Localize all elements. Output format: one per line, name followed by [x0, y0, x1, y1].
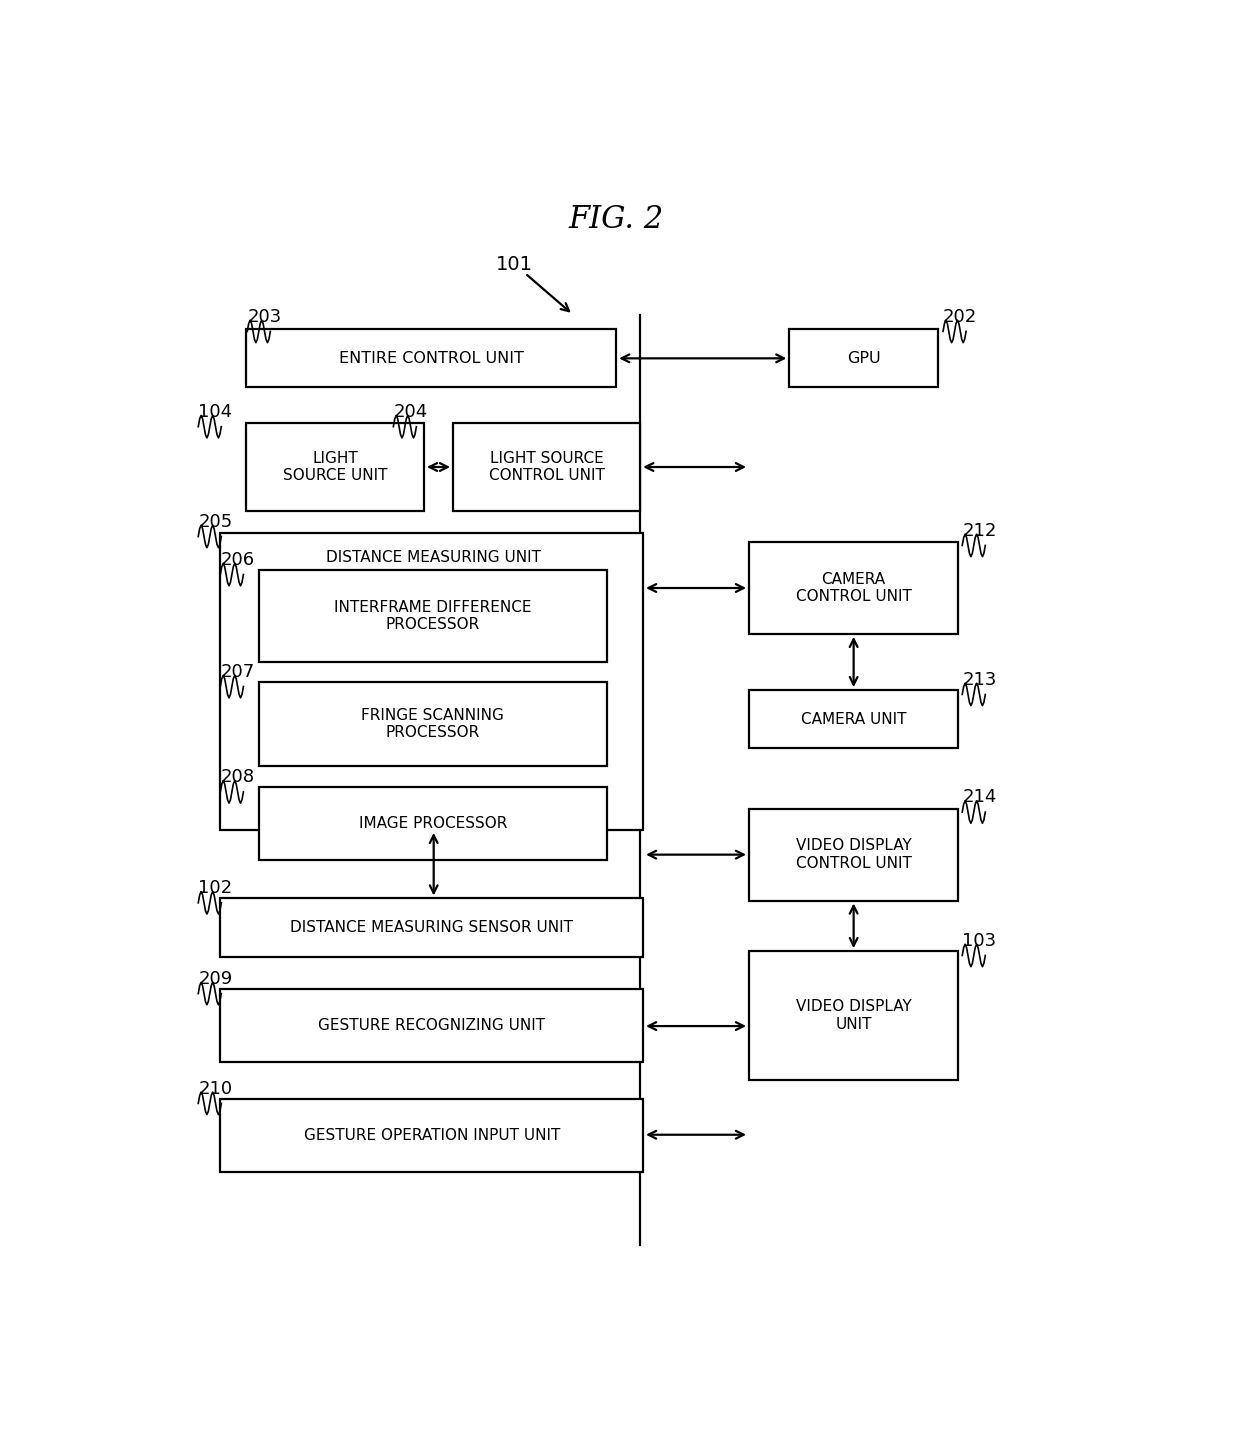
Text: 104: 104 — [198, 403, 232, 420]
Text: 103: 103 — [962, 931, 997, 950]
Text: 213: 213 — [962, 671, 997, 688]
Bar — [221, 898, 644, 956]
Bar — [749, 690, 959, 748]
Bar — [221, 533, 644, 829]
Text: VIDEO DISPLAY
CONTROL UNIT: VIDEO DISPLAY CONTROL UNIT — [796, 838, 911, 872]
Bar — [749, 809, 959, 901]
Text: 208: 208 — [221, 768, 254, 786]
Bar — [247, 329, 616, 387]
Text: GPU: GPU — [847, 351, 880, 365]
Text: 210: 210 — [198, 1080, 232, 1097]
Bar — [221, 1099, 644, 1171]
Text: GESTURE OPERATION INPUT UNIT: GESTURE OPERATION INPUT UNIT — [304, 1128, 560, 1142]
Bar — [221, 989, 644, 1062]
Text: 203: 203 — [247, 308, 281, 326]
Text: VIDEO DISPLAY
UNIT: VIDEO DISPLAY UNIT — [796, 1000, 911, 1032]
Text: 209: 209 — [198, 970, 232, 988]
Bar — [453, 423, 640, 511]
Bar — [789, 329, 939, 387]
Text: FRINGE SCANNING
PROCESSOR: FRINGE SCANNING PROCESSOR — [361, 709, 505, 741]
Text: 214: 214 — [962, 789, 997, 806]
Text: 101: 101 — [496, 255, 533, 274]
Bar — [259, 570, 606, 662]
Text: IMAGE PROCESSOR: IMAGE PROCESSOR — [358, 816, 507, 831]
Text: CAMERA UNIT: CAMERA UNIT — [801, 711, 906, 726]
Text: GESTURE RECOGNIZING UNIT: GESTURE RECOGNIZING UNIT — [319, 1018, 546, 1033]
Text: LIGHT SOURCE
CONTROL UNIT: LIGHT SOURCE CONTROL UNIT — [489, 451, 605, 483]
Text: 207: 207 — [221, 663, 254, 681]
Text: 204: 204 — [393, 403, 428, 420]
Bar — [749, 952, 959, 1080]
Text: 212: 212 — [962, 522, 997, 540]
Text: ENTIRE CONTROL UNIT: ENTIRE CONTROL UNIT — [339, 351, 523, 365]
Text: DISTANCE MEASURING UNIT: DISTANCE MEASURING UNIT — [326, 550, 541, 565]
Text: DISTANCE MEASURING SENSOR UNIT: DISTANCE MEASURING SENSOR UNIT — [290, 920, 573, 936]
Text: 202: 202 — [942, 308, 977, 326]
Bar — [259, 787, 606, 860]
Text: FIG. 2: FIG. 2 — [569, 204, 663, 234]
Text: INTERFRAME DIFFERENCE
PROCESSOR: INTERFRAME DIFFERENCE PROCESSOR — [334, 599, 532, 633]
Text: 206: 206 — [221, 551, 254, 569]
Bar — [259, 682, 606, 767]
Text: 205: 205 — [198, 512, 232, 531]
Text: CAMERA
CONTROL UNIT: CAMERA CONTROL UNIT — [796, 572, 911, 604]
Text: LIGHT
SOURCE UNIT: LIGHT SOURCE UNIT — [283, 451, 387, 483]
Bar — [247, 423, 424, 511]
Bar — [749, 543, 959, 634]
Text: 102: 102 — [198, 879, 232, 898]
